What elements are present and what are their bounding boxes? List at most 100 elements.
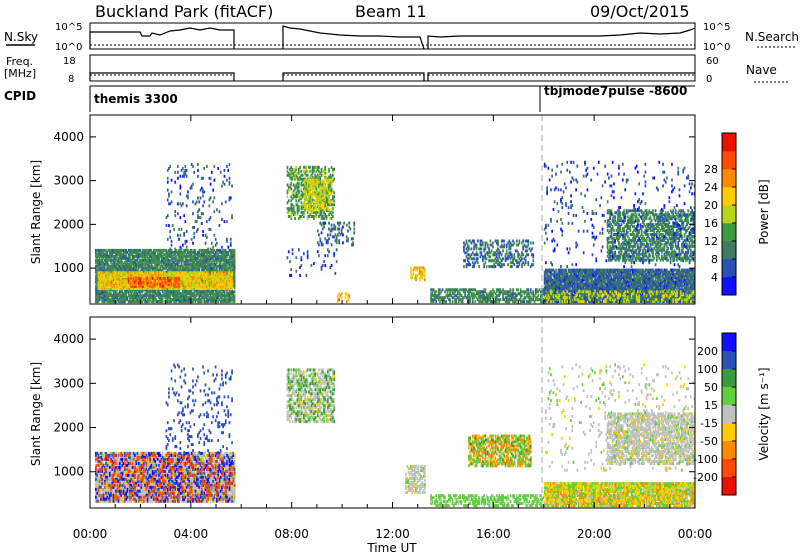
data-cell	[103, 294, 106, 298]
data-cell	[132, 294, 135, 298]
data-cell	[168, 192, 170, 196]
data-cell	[110, 280, 112, 284]
data-cell	[151, 264, 154, 268]
data-cell	[141, 258, 144, 262]
data-cell	[117, 294, 120, 298]
data-cell	[148, 260, 150, 264]
data-cell	[500, 253, 503, 257]
data-cell	[140, 250, 143, 254]
data-cell	[185, 298, 188, 302]
data-cell	[192, 258, 194, 262]
data-cell	[158, 258, 160, 262]
data-cell	[190, 268, 193, 272]
data-cell	[177, 250, 179, 254]
data-cell	[108, 264, 111, 268]
data-cell	[318, 233, 320, 237]
data-cell	[173, 227, 175, 231]
data-cell	[160, 300, 163, 304]
data-cell	[160, 256, 163, 260]
data-cell	[120, 252, 122, 256]
data-cell	[112, 262, 115, 266]
data-cell	[113, 256, 116, 260]
data-cell	[95, 260, 97, 264]
data-cell	[202, 233, 204, 237]
data-cell	[101, 298, 103, 302]
data-cell	[155, 268, 158, 272]
data-cell	[156, 254, 159, 258]
data-cell	[158, 294, 160, 298]
data-cell	[163, 292, 165, 296]
data-cell	[127, 262, 130, 266]
data-cell	[286, 165, 289, 169]
data-cell	[148, 248, 150, 252]
data-cell	[126, 268, 129, 272]
data-cell	[112, 294, 115, 298]
data-cell	[119, 266, 121, 270]
data-cell	[110, 258, 112, 262]
data-cell	[291, 248, 294, 252]
data-cell	[532, 253, 535, 257]
data-cell	[121, 252, 124, 256]
data-cell	[226, 237, 228, 241]
data-cell	[108, 294, 111, 298]
data-cell	[121, 266, 124, 270]
data-cell	[96, 300, 98, 304]
data-cell	[174, 254, 177, 258]
data-cell	[115, 252, 117, 256]
data-cell	[531, 247, 533, 251]
data-cell	[352, 237, 354, 241]
data-cell	[190, 264, 193, 268]
data-cell	[142, 298, 145, 302]
data-cell	[175, 248, 178, 252]
data-cell	[521, 257, 523, 261]
data-cell	[156, 256, 159, 260]
data-cell	[180, 296, 183, 300]
data-cell	[159, 252, 161, 256]
data-cell	[163, 294, 165, 298]
data-cell	[309, 165, 311, 169]
data-cell	[95, 252, 97, 256]
data-cell	[124, 260, 126, 264]
data-cell	[149, 254, 151, 258]
data-cell	[129, 248, 131, 252]
data-cell	[107, 256, 110, 260]
cpid-label: CPID	[4, 89, 36, 103]
data-cell	[226, 220, 228, 224]
data-cell	[164, 248, 167, 252]
data-cell	[335, 248, 338, 252]
data-cell	[188, 258, 190, 262]
data-cell	[223, 168, 226, 172]
data-cell	[156, 250, 159, 254]
data-cell	[146, 254, 149, 258]
data-cell	[353, 231, 356, 235]
data-cell	[113, 248, 116, 252]
data-cell	[502, 249, 504, 253]
data-cell	[132, 262, 135, 266]
data-cell	[146, 262, 149, 266]
data-cell	[328, 221, 330, 225]
data-cell	[216, 241, 218, 245]
data-cell	[159, 268, 161, 272]
data-cell	[137, 254, 140, 258]
data-cell	[122, 252, 125, 256]
data-cell	[182, 282, 184, 286]
data-cell	[223, 174, 226, 178]
data-cell	[185, 292, 188, 296]
data-cell	[228, 180, 231, 184]
data-cell	[206, 220, 208, 224]
data-cell	[174, 266, 177, 270]
data-cell	[513, 241, 516, 245]
data-cell	[127, 254, 130, 258]
data-cell	[166, 264, 169, 268]
data-cell	[155, 298, 158, 302]
data-cell	[178, 276, 180, 280]
data-cell	[177, 264, 179, 268]
data-cell	[105, 260, 107, 264]
data-cell	[132, 254, 135, 258]
data-cell	[142, 280, 145, 284]
data-cell	[306, 250, 309, 254]
data-cell	[103, 268, 106, 272]
data-cell	[306, 169, 309, 173]
data-cell	[188, 298, 190, 302]
data-cell	[120, 268, 122, 272]
